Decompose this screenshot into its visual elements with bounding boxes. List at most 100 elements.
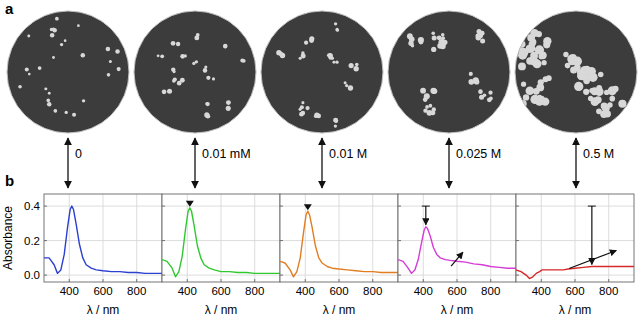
tick-label: 800: [363, 285, 382, 297]
particle: [55, 17, 59, 21]
grid-line: [187, 194, 188, 282]
particle: [301, 101, 304, 104]
particle: [206, 114, 211, 119]
micrograph-ground: [388, 11, 510, 133]
spectrum-line: [44, 206, 162, 273]
particle: [538, 79, 544, 85]
link-arrow: [194, 138, 195, 188]
increase-arrow: [569, 250, 616, 268]
tick: [187, 279, 188, 282]
micrograph: [261, 11, 383, 133]
decrease-arrow: [591, 206, 592, 264]
particle: [591, 87, 599, 95]
micrograph-ground: [261, 11, 383, 133]
tick: [280, 240, 283, 241]
particle: [432, 35, 437, 40]
particle: [573, 57, 582, 66]
tick-label: 800: [599, 285, 618, 297]
tick: [457, 279, 458, 282]
particle: [309, 36, 314, 41]
tick: [280, 275, 283, 276]
particle: [588, 96, 593, 101]
particle: [176, 42, 180, 46]
particle: [25, 68, 29, 72]
tick-label: 600: [447, 285, 466, 297]
spectrum-line: [398, 227, 516, 274]
grid-line: [372, 194, 373, 282]
tick: [280, 206, 283, 207]
particle: [539, 54, 544, 59]
axis-title: λ / nm: [441, 303, 474, 317]
particle: [529, 45, 536, 52]
tick: [254, 279, 255, 282]
particle: [172, 79, 176, 83]
tick-label: 600: [93, 285, 112, 297]
tick: [221, 279, 222, 282]
particle: [432, 107, 436, 111]
decrease-arrow: [425, 206, 426, 225]
micrograph-edge: [134, 11, 256, 133]
concentration-label: 0.025 M: [456, 147, 501, 161]
micrograph-ground: [515, 11, 637, 133]
plot-frame: [280, 194, 398, 282]
particle: [115, 49, 119, 53]
particle: [601, 103, 608, 110]
particle: [431, 32, 435, 36]
particle: [205, 102, 209, 106]
particle: [479, 95, 484, 100]
axis-title: λ / nm: [323, 303, 356, 317]
particle: [488, 91, 492, 95]
tick: [575, 279, 576, 282]
tick-label: 800: [127, 285, 146, 297]
tick-label: 800: [245, 285, 264, 297]
particle: [72, 113, 76, 117]
particle: [546, 75, 552, 81]
particle: [82, 99, 85, 102]
grid-line: [136, 194, 137, 282]
spectrum-line: [516, 266, 634, 278]
particle: [441, 33, 445, 37]
particle: [476, 35, 482, 41]
spectrum-panel: 400600800λ / nm: [280, 194, 398, 317]
particle: [335, 28, 338, 31]
micrograph: [388, 11, 510, 133]
tick: [516, 275, 519, 276]
particle: [299, 57, 302, 60]
change-indicator: [186, 201, 194, 207]
particle: [607, 102, 612, 107]
particle: [171, 67, 175, 71]
micrograph-edge: [515, 11, 637, 133]
particle: [473, 77, 479, 83]
particle: [195, 60, 198, 63]
spectrum-line: [280, 211, 398, 277]
particle: [618, 100, 626, 108]
particle: [46, 99, 50, 103]
particle: [332, 61, 335, 64]
axis-title: λ / nm: [205, 303, 238, 317]
particle: [162, 89, 167, 94]
particle: [226, 100, 231, 105]
tick-label: 800: [481, 285, 500, 297]
spectrum-line: [162, 208, 280, 277]
particle: [440, 43, 446, 49]
particle: [589, 73, 597, 81]
particle: [523, 94, 529, 100]
particle: [109, 60, 112, 63]
tick: [608, 279, 609, 282]
particle: [581, 75, 586, 80]
particle: [316, 114, 321, 119]
particle: [28, 73, 31, 76]
tick: [398, 275, 401, 276]
particle: [530, 39, 536, 45]
particle: [536, 31, 542, 37]
plot-frame: [162, 194, 280, 282]
particle: [180, 78, 185, 83]
particle: [196, 33, 200, 37]
micrograph-ground: [7, 11, 129, 133]
particle: [53, 109, 57, 113]
particle: [469, 72, 473, 76]
concentration-label: 0.01 mM: [202, 147, 251, 161]
particle: [300, 105, 304, 109]
spectrum-panel: 0.00.20.4400600800λ / nmAbsorbance: [1, 194, 162, 317]
particle: [431, 47, 436, 52]
